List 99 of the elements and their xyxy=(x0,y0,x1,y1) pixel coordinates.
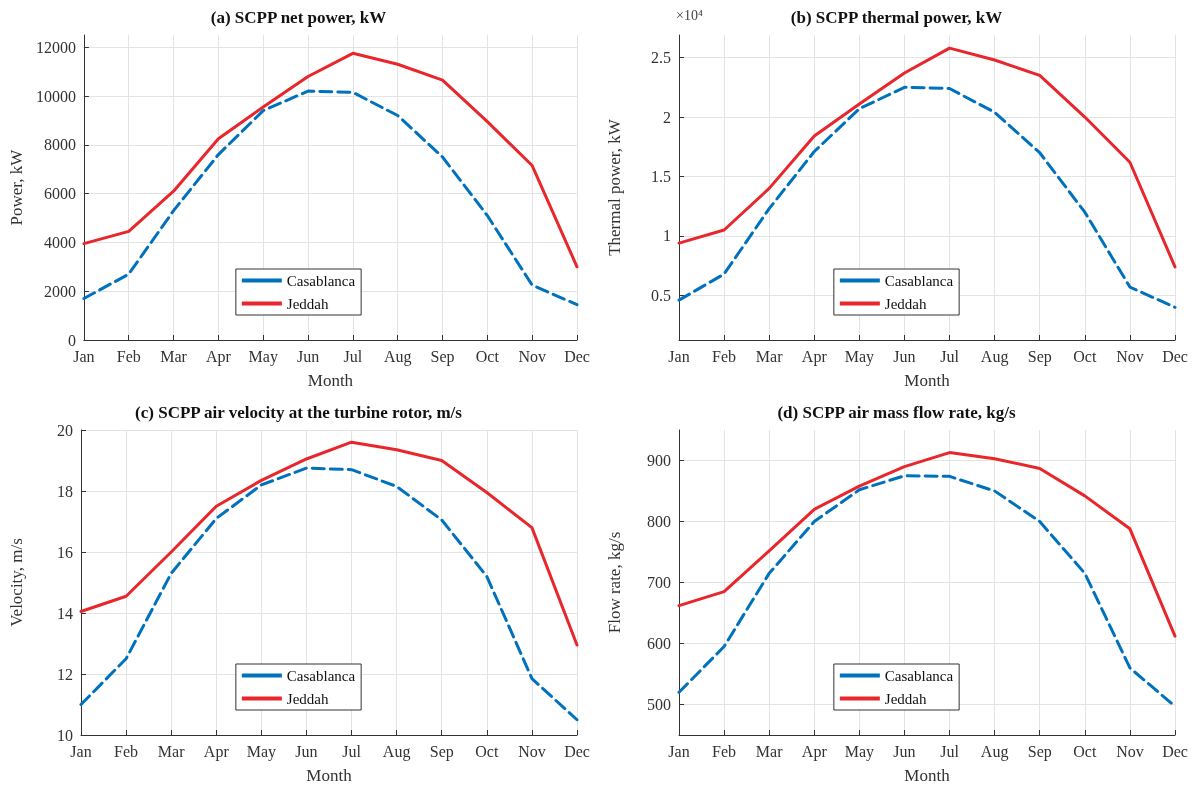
y-tick-label: 8000 xyxy=(43,136,76,154)
x-tick-label: Jul xyxy=(343,347,363,365)
chart-title: (c) SCPP air velocity at the turbine rotor, m/s xyxy=(135,403,463,422)
y-tick-label: 500 xyxy=(647,696,671,713)
x-tick-label: Sep xyxy=(430,347,455,366)
legend-label: Jeddah xyxy=(286,690,329,707)
y-tick-label: 20 xyxy=(57,421,73,439)
y-tick-label: 2 xyxy=(663,108,671,126)
line-series xyxy=(79,440,579,647)
x-tick-label: Jan xyxy=(668,742,690,760)
y-tick-label: 10000 xyxy=(35,87,76,105)
x-tick-label: Jan xyxy=(73,347,95,365)
x-tick-label: Jul xyxy=(342,742,362,760)
x-tick-label: Mar xyxy=(157,742,186,760)
x-axis-title: Month xyxy=(307,371,354,390)
x-tick-label: Sep xyxy=(429,742,454,761)
x-tick-label: Sep xyxy=(1027,742,1052,761)
x-tick-label: Jun xyxy=(893,347,916,365)
y-tick-label: 10 xyxy=(57,726,73,744)
x-tick-label: Feb xyxy=(712,742,737,760)
legend-label: Casablanca xyxy=(884,667,954,684)
y-axis-title: Flow rate, kg/s xyxy=(605,531,624,634)
line-series xyxy=(677,46,1177,269)
y-tick-label: 4000 xyxy=(43,233,76,251)
x-tick-label: Aug xyxy=(383,347,412,366)
x-tick-label: Feb xyxy=(116,347,141,365)
legend-label: Casablanca xyxy=(286,272,356,289)
y-tick-label: 800 xyxy=(647,513,671,530)
chart-title: (b) SCPP thermal power, kW xyxy=(790,8,1003,27)
x-tick-label: May xyxy=(844,347,875,366)
x-tick-label: Jul xyxy=(940,742,960,760)
x-tick-label: Dec xyxy=(1162,742,1188,760)
x-tick-label: Jun xyxy=(893,742,916,760)
legend-label: Jeddah xyxy=(884,295,927,312)
x-tick-label: May xyxy=(248,347,278,366)
x-tick-label: Jan xyxy=(668,347,690,365)
x-tick-label: Feb xyxy=(114,742,139,760)
x-tick-label: Apr xyxy=(801,742,828,761)
x-tick-label: Apr xyxy=(801,347,828,366)
x-axis-title: Month xyxy=(904,371,951,390)
x-tick-label: Oct xyxy=(475,347,500,365)
line-series xyxy=(82,89,579,307)
y-tick-label: 1.5 xyxy=(651,168,671,185)
line-series xyxy=(677,85,1177,309)
x-tick-label: Mar xyxy=(755,347,784,365)
x-tick-label: Mar xyxy=(160,347,188,365)
x-tick-label: Dec xyxy=(564,347,590,365)
x-tick-label: Aug xyxy=(980,347,1009,366)
chart-title: (a) SCPP net power, kW xyxy=(210,8,387,27)
x-tick-label: Dec xyxy=(564,742,590,760)
x-tick-label: Feb xyxy=(712,347,737,365)
y-axis-title: Thermal power, kW xyxy=(605,118,624,256)
x-tick-label: Aug xyxy=(382,742,411,761)
y-tick-label: 18 xyxy=(57,482,73,500)
x-tick-label: Oct xyxy=(475,742,499,760)
line-series xyxy=(82,51,579,269)
legend-label: Jeddah xyxy=(286,295,329,312)
x-tick-label: Oct xyxy=(1073,347,1097,365)
line-series xyxy=(677,451,1177,638)
line-series xyxy=(79,466,579,722)
text: ×10⁴ xyxy=(676,7,703,23)
x-axis-title: Month xyxy=(306,766,353,785)
x-tick-label: Nov xyxy=(1116,742,1144,760)
x-tick-label: Dec xyxy=(1162,347,1188,365)
x-tick-label: Mar xyxy=(755,742,784,760)
x-tick-label: Nov xyxy=(518,347,546,365)
y-tick-label: 2000 xyxy=(43,282,76,300)
y-tick-label: 600 xyxy=(647,635,671,652)
chart-title: (d) SCPP air mass flow rate, kg/s xyxy=(777,403,1016,422)
x-tick-label: Apr xyxy=(205,347,232,366)
y-tick-label: 1 xyxy=(663,227,671,245)
y-tick-label: 700 xyxy=(647,574,671,591)
x-tick-label: Jan xyxy=(70,742,92,760)
x-tick-label: Jun xyxy=(295,742,318,760)
y-tick-label: 12000 xyxy=(35,38,76,56)
x-axis-title: Month xyxy=(904,766,951,785)
x-tick-label: Sep xyxy=(1027,347,1052,366)
y-tick-label: 0.5 xyxy=(651,286,671,304)
y-tick-label: 16 xyxy=(57,543,73,561)
x-tick-label: Oct xyxy=(1073,742,1097,760)
x-tick-label: Apr xyxy=(203,742,230,761)
y-axis-title: Power, kW xyxy=(7,148,26,226)
legend-label: Jeddah xyxy=(884,690,927,707)
x-tick-label: Nov xyxy=(1116,347,1144,365)
y-tick-label: 12 xyxy=(57,665,73,683)
y-tick-label: 900 xyxy=(647,452,671,469)
legend-label: Casablanca xyxy=(884,272,954,289)
y-tick-label: 14 xyxy=(57,604,73,622)
y-tick-label: 2.5 xyxy=(651,49,671,67)
y-axis-title: Velocity, m/s xyxy=(7,538,26,627)
x-tick-label: Aug xyxy=(980,742,1009,761)
x-tick-label: Jul xyxy=(940,347,960,365)
x-tick-label: May xyxy=(844,742,875,761)
x-tick-label: Jun xyxy=(296,347,320,365)
legend-label: Casablanca xyxy=(286,667,356,684)
y-tick-label: 0 xyxy=(67,331,76,349)
x-tick-label: Nov xyxy=(518,742,546,760)
y-tick-label: 6000 xyxy=(43,185,76,203)
x-tick-label: May xyxy=(246,742,277,761)
